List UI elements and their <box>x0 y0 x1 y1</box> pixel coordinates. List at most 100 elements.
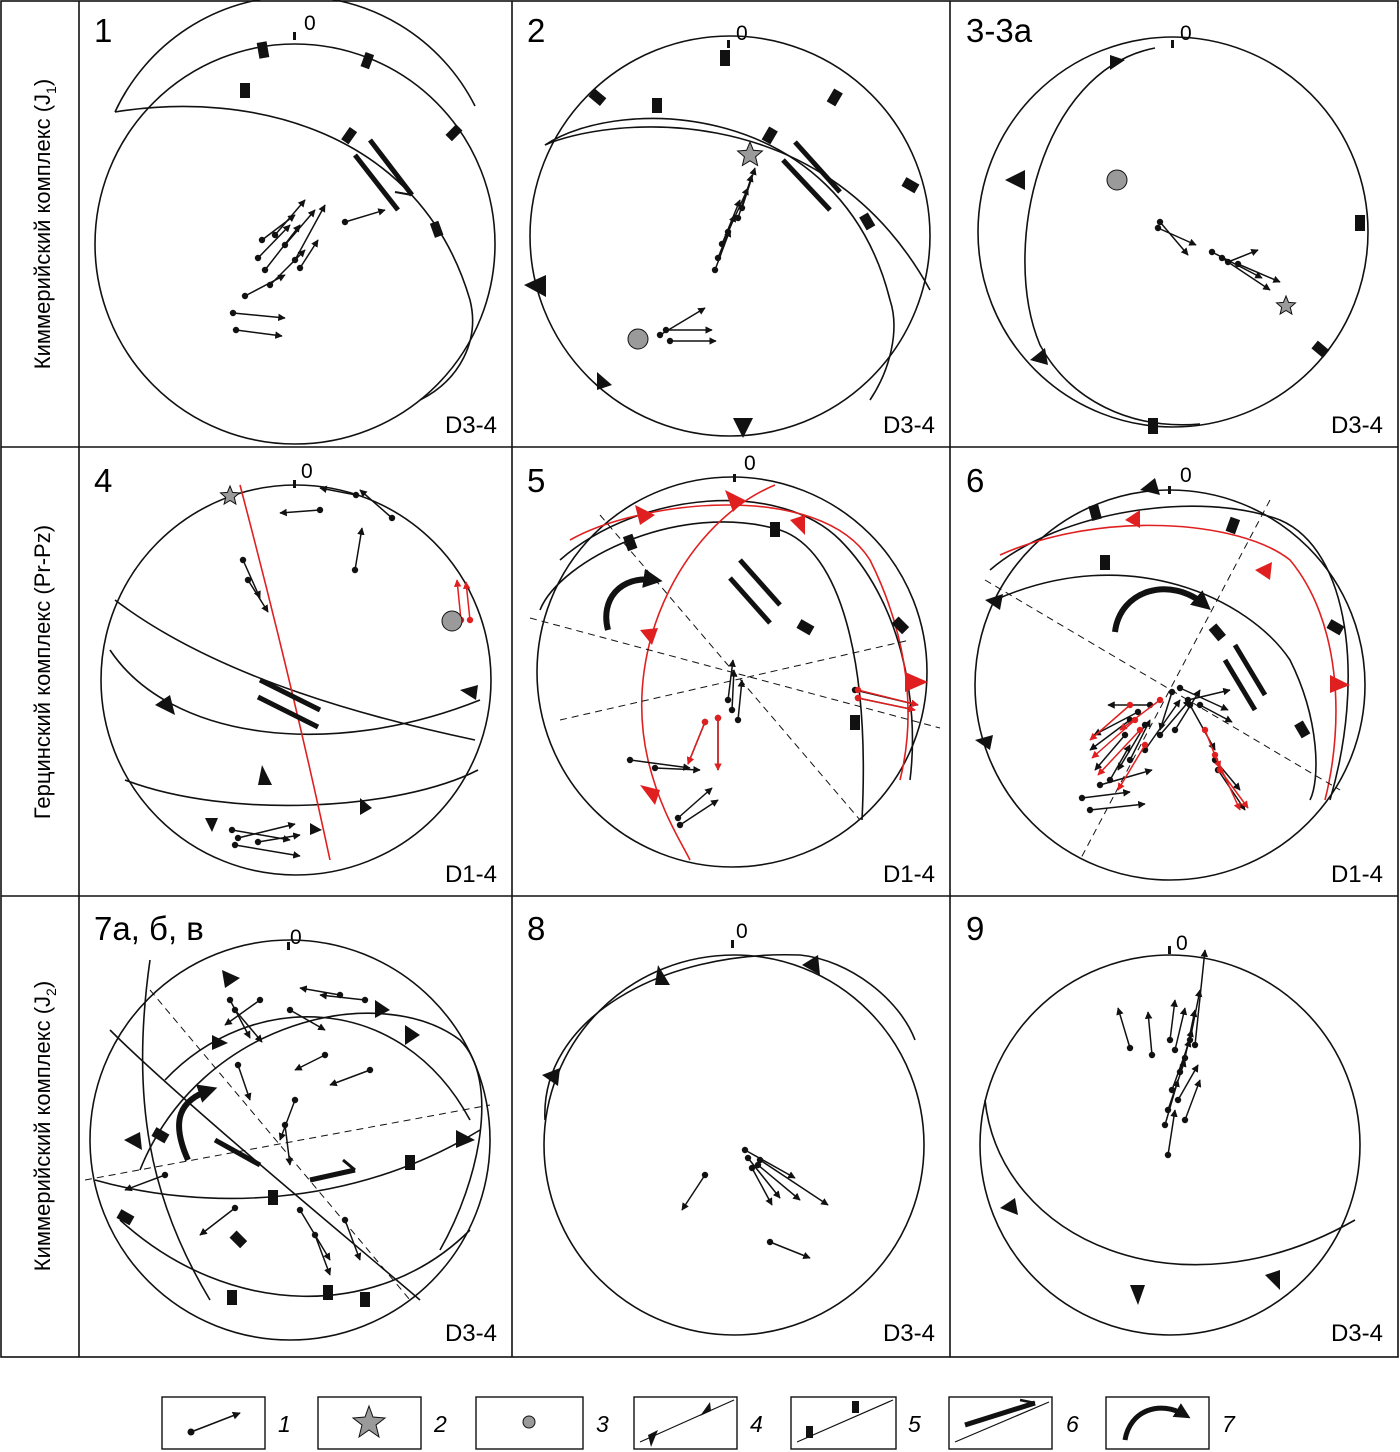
slip-vector <box>1211 756 1241 791</box>
great-circle <box>114 599 476 741</box>
stage-label-3: D3-4 <box>1331 412 1383 439</box>
slip-vector <box>1086 801 1146 814</box>
rotation-arrow <box>1112 586 1211 633</box>
great-circle <box>989 505 1349 801</box>
slip-vector <box>291 204 326 264</box>
legend-item-4: 4 <box>633 1396 763 1450</box>
normal-ticks <box>588 50 920 231</box>
slip-vector <box>231 841 301 859</box>
red-thrust-triangles <box>635 490 928 805</box>
stereonet-4 <box>100 480 492 876</box>
slip-vector <box>341 1216 362 1261</box>
legend-number-2: 2 <box>433 1411 447 1437</box>
slip-vector <box>1078 789 1131 802</box>
slip-vector <box>1154 224 1197 246</box>
panel-label-3: 3-3а <box>966 12 1033 49</box>
slip-vector <box>1164 1109 1178 1159</box>
slip-vector <box>728 669 738 714</box>
red-slip-vector <box>1117 741 1149 791</box>
legend-item-2: 2 <box>317 1396 447 1450</box>
panel-labels: 1 2 3-3а 4 5 6 7а, б, в 8 9 <box>94 12 1033 947</box>
slip-vector <box>1176 684 1229 711</box>
strike-slip-symbol <box>1222 643 1268 712</box>
slip-vector <box>1191 949 1209 1049</box>
stage-label-9: D3-4 <box>1331 1320 1383 1347</box>
slip-vector <box>1093 708 1142 736</box>
slip-vector <box>226 996 251 1039</box>
slip-vector <box>741 1146 796 1179</box>
red-slip-vector <box>1119 696 1164 731</box>
strike-slip-symbol <box>213 1137 356 1183</box>
legend-number-5: 5 <box>908 1411 921 1437</box>
row-label-1: Киммерийский комплекс (J1) <box>30 79 59 369</box>
slip-vector <box>341 208 386 226</box>
great-circle <box>114 105 474 401</box>
slip-vector <box>738 167 757 212</box>
north-tick <box>287 942 290 950</box>
stage-labels: D3-4 D3-4 D3-4 D1-4 D1-4 D1-4 D3-4 D3-4 … <box>445 412 1383 1347</box>
slip-vector <box>756 1156 829 1206</box>
north-label-8: 0 <box>736 920 748 943</box>
legend-number-6: 6 <box>1066 1411 1079 1437</box>
slip-vector <box>626 756 691 771</box>
panel-label-2: 2 <box>527 12 545 49</box>
thrust-triangles <box>155 685 478 835</box>
north-label-3: 0 <box>1180 22 1192 45</box>
great-circle <box>544 126 931 291</box>
slip-vector <box>1161 1079 1180 1129</box>
slip-vector <box>351 527 365 574</box>
slip-vector <box>329 1066 374 1087</box>
strike-slip-symbol <box>728 558 782 625</box>
slip-vector <box>1181 1009 1198 1062</box>
slip-vector <box>734 679 746 724</box>
slip-vector <box>1158 688 1176 731</box>
slip-vector <box>232 326 283 339</box>
normal-ticks <box>240 41 463 238</box>
panel-label-4: 4 <box>94 462 112 499</box>
rotation-arrow <box>603 568 663 631</box>
slip-vector <box>656 307 706 339</box>
rotation-arrow <box>176 1084 218 1162</box>
slip-vector <box>1164 1059 1187 1114</box>
row-label-2: Герцинский комплекс (Pr-Pz) <box>30 525 55 819</box>
stage-label-1: D3-4 <box>445 412 497 439</box>
strike-slip-symbol <box>256 677 322 730</box>
panel-label-5: 5 <box>527 462 545 499</box>
stereonet-9 <box>979 946 1361 1336</box>
primitive-circle <box>977 36 1369 428</box>
thrust-triangles <box>975 478 1160 750</box>
slip-vector <box>278 1096 299 1141</box>
slip-vector <box>748 1164 773 1206</box>
slip-vector <box>311 1231 332 1276</box>
slip-vector <box>279 506 324 517</box>
north-label-9: 0 <box>1176 932 1188 955</box>
slip-vector <box>286 1006 326 1031</box>
north-tick <box>293 480 296 488</box>
dashed-axis <box>599 514 861 821</box>
north-tick <box>1171 40 1174 48</box>
red-slip-vector <box>462 581 474 624</box>
slip-vector <box>1156 218 1189 256</box>
great-circle <box>544 117 895 401</box>
panel-label-8: 8 <box>527 910 545 947</box>
slip-vector <box>744 1154 781 1199</box>
legend-number-7: 7 <box>1222 1411 1236 1437</box>
slip-vector <box>239 556 261 599</box>
legend-number-4: 4 <box>750 1411 763 1437</box>
stage-label-8: D3-4 <box>883 1320 935 1347</box>
circle-marker <box>627 328 649 350</box>
great-circle <box>994 574 1317 801</box>
north-label-6: 0 <box>1180 464 1192 487</box>
red-slip-vector <box>854 686 919 708</box>
row-label-3: Киммерийский комплекс (J2) <box>30 981 59 1271</box>
stage-label-5: D1-4 <box>883 861 935 888</box>
legend-item-1: 1 <box>161 1396 291 1450</box>
star-marker <box>219 484 241 506</box>
slip-vector <box>254 832 301 846</box>
slip-vector <box>1116 1007 1134 1052</box>
primitive-circle <box>529 35 931 437</box>
red-great-circle <box>239 484 331 861</box>
slip-vector <box>676 799 719 829</box>
dashed-axis <box>149 989 411 1301</box>
stereonet-8 <box>542 940 925 1336</box>
